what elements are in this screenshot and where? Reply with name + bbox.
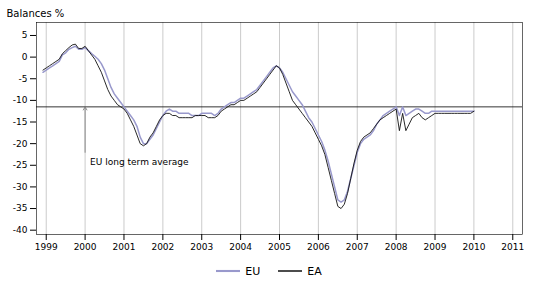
svg-text:2001: 2001 (113, 242, 136, 252)
svg-text:2007: 2007 (346, 242, 369, 252)
svg-text:2008: 2008 (385, 242, 408, 252)
svg-text:-35: -35 (13, 203, 28, 213)
svg-text:2002: 2002 (151, 242, 174, 252)
svg-text:2010: 2010 (462, 242, 485, 252)
svg-text:2000: 2000 (74, 242, 97, 252)
svg-text:2009: 2009 (424, 242, 447, 252)
svg-text:-25: -25 (13, 160, 28, 170)
svg-text:-10: -10 (13, 95, 28, 105)
svg-text:-15: -15 (13, 117, 28, 127)
svg-text:5: 5 (22, 30, 28, 40)
svg-text:-30: -30 (13, 182, 28, 192)
svg-text:2004: 2004 (229, 242, 252, 252)
svg-text:1999: 1999 (35, 242, 58, 252)
svg-text:Balances %: Balances % (7, 8, 65, 19)
svg-text:0: 0 (22, 52, 28, 62)
svg-text:-20: -20 (13, 139, 28, 149)
svg-text:EU long term average: EU long term average (90, 157, 189, 167)
svg-text:-40: -40 (13, 225, 28, 235)
html-text:EU: EU (245, 264, 261, 278)
html-text:EA: EA (307, 264, 322, 278)
svg-text:-5: -5 (19, 74, 28, 84)
svg-text:2011: 2011 (501, 242, 524, 252)
svg-text:2006: 2006 (307, 242, 330, 252)
svg-text:2005: 2005 (268, 242, 291, 252)
svg-text:2003: 2003 (190, 242, 213, 252)
